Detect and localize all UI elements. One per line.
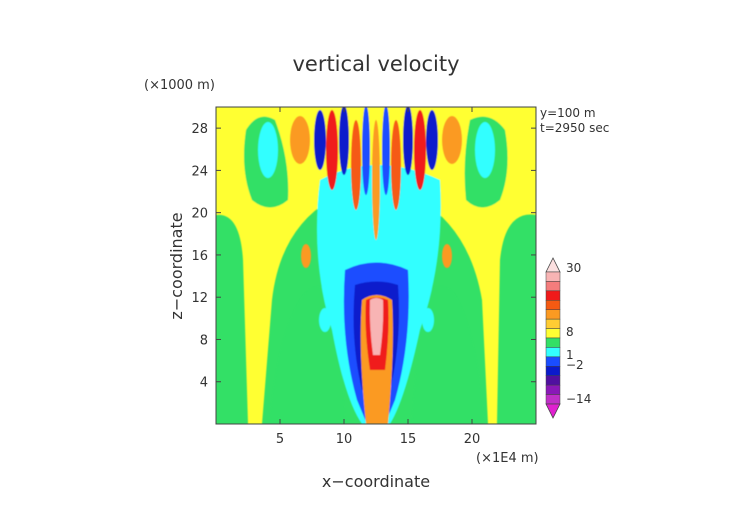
field-plume-stripe-10 [414,110,426,190]
field-orange-lobe-right [442,116,462,164]
plot-field [216,107,536,424]
colorbar-label-8: 8 [566,325,574,339]
field-plume-stripe-11 [426,110,438,170]
field-orange-spot-left [301,244,311,268]
field-plume-stripe-5 [362,107,370,195]
colorbar-segment [545,347,561,358]
field-cyan-dot-left [319,308,331,332]
colorbar-segment [545,309,561,320]
field-plume-stripe-3 [339,107,349,175]
x-tick-label: 15 [400,432,417,447]
y-tick-label: 20 [191,207,208,222]
x-axis: 5 10 15 20 [276,107,480,447]
x-tick-label: 10 [336,432,353,447]
colorbar-label-minus2: −2 [566,358,584,372]
y-unit-label: (×1000 m) [144,78,215,93]
field-orange-spot-right [442,244,452,268]
plot-frame [215,106,537,425]
colorbar-segment [545,337,561,348]
x-tick-label: 20 [464,432,481,447]
field-plume-stripe-8 [391,120,401,210]
y-tick-label: 16 [191,249,208,264]
field-plume-stripe-1 [314,110,326,170]
colorbar-segment [545,328,561,339]
colorbar [545,257,561,419]
colorbar-segment [545,384,561,395]
colorbar-segment [545,290,561,301]
y-axis-label: z−coordinate [167,212,186,319]
annotation-y: y=100 m [540,106,596,120]
x-tick-label: 5 [276,432,284,447]
field-cyan-spot-right [475,122,495,178]
y-tick-label: 4 [200,376,208,391]
field-orange-lobe-left [290,116,310,164]
field-core-pink [369,298,384,355]
field-plume-stripe-4 [351,120,361,210]
colorbar-segment [545,394,561,405]
colorbar-label-minus14: −14 [566,392,591,406]
field-plume-stripe-6 [372,120,380,240]
colorbar-labels: 30 8 1 −2 −14 [566,261,591,406]
field-cyan-dot-right [422,308,434,332]
colorbar-segment [545,318,561,329]
colorbar-segment [545,281,561,292]
y-tick-label: 28 [191,122,208,137]
x-unit-label: (×1E4 m) [476,451,539,466]
colorbar-label-30: 30 [566,261,581,275]
colorbar-segment [545,356,561,367]
field-plume-stripe-2 [326,110,338,190]
colorbar-segment [545,375,561,386]
y-tick-label: 12 [191,291,208,306]
field-cyan-spot-left [258,122,278,178]
x-axis-label: x−coordinate [322,472,430,491]
chart-title: vertical velocity [292,52,459,76]
colorbar-top-arrow [545,257,561,273]
colorbar-segment [545,366,561,376]
y-tick-label: 24 [191,164,208,179]
colorbar-segment [545,300,561,310]
colorbar-label-1: 1 [566,348,574,362]
y-tick-label: 8 [200,333,208,348]
y-axis: 4 8 12 16 20 24 28 [191,122,536,391]
colorbar-segment [545,271,561,282]
field-shapes [216,107,536,424]
field-plume-stripe-9 [403,107,413,175]
annotation-t: t=2950 sec [540,121,609,135]
colorbar-bottom-arrow [545,403,561,419]
field-yellow-band [216,107,536,424]
field-plume-stripe-7 [382,107,390,195]
